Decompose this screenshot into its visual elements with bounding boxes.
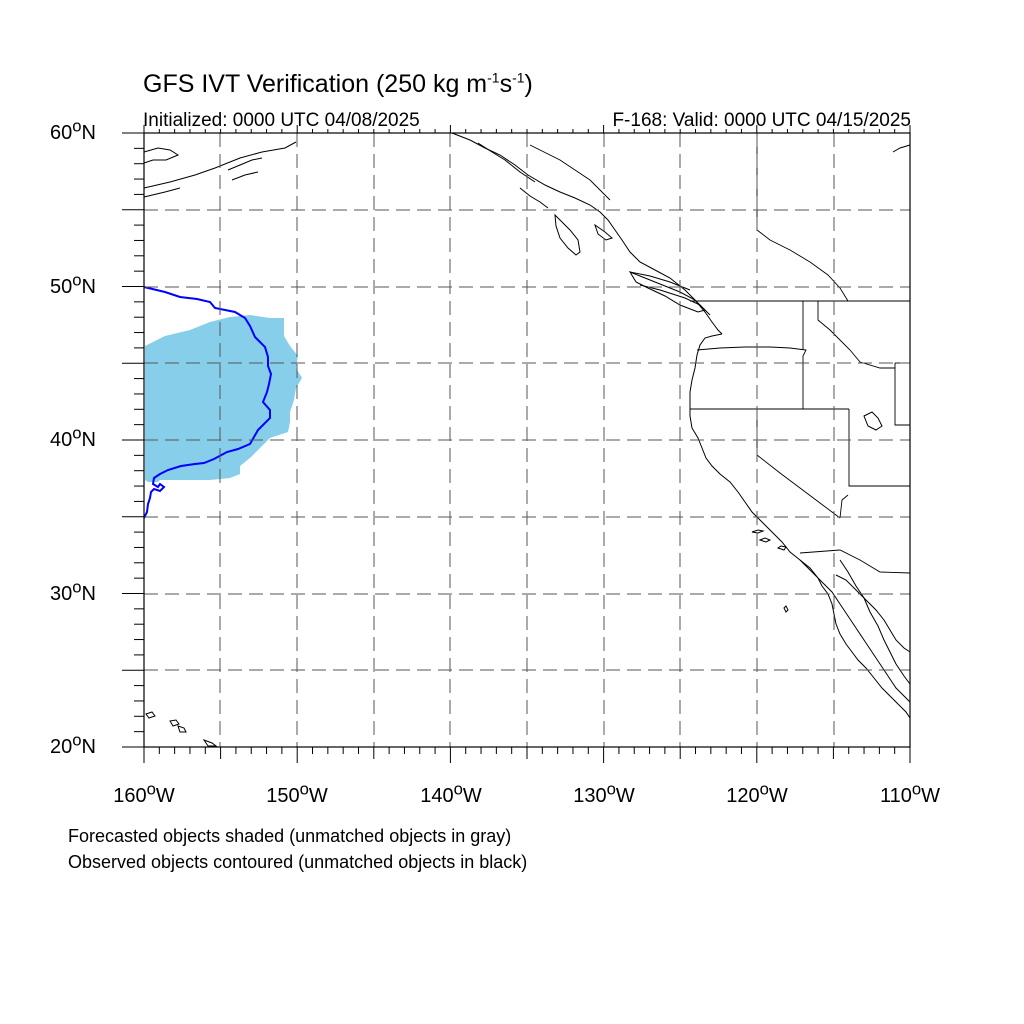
axis-ticks <box>122 125 911 763</box>
observed-object-contour <box>143 286 273 519</box>
political-boundaries <box>529 133 911 574</box>
lon-label-110w: 110oW <box>879 779 941 807</box>
forecast-object-shade <box>145 315 302 482</box>
title-suffix: ) <box>524 70 533 98</box>
coastlines <box>143 132 911 747</box>
lon-label-130w: 130oW <box>573 779 635 807</box>
footnote-forecast: Forecasted objects shaded (unmatched obj… <box>68 826 512 846</box>
lon-label-140w: 140oW <box>420 779 482 807</box>
lon-label-160w: 160oW <box>113 779 175 807</box>
footnote-observed: Observed objects contoured (unmatched ob… <box>68 852 528 872</box>
title-sup-2: -1 <box>512 69 525 86</box>
lat-label-20: 20oN <box>50 730 96 758</box>
title-mid: s <box>499 70 513 98</box>
lon-label-150w: 150oW <box>266 779 328 807</box>
lon-label-120w: 120oW <box>726 779 788 807</box>
lat-label-30: 30oN <box>50 577 96 605</box>
lat-label-40: 40oN <box>50 423 96 451</box>
title-sup-1: -1 <box>487 69 500 86</box>
graticule <box>144 133 910 747</box>
init-time-label: Initialized: 0000 UTC 04/08/2025 <box>143 110 420 131</box>
lat-label-60: 60oN <box>50 116 96 144</box>
lat-label-50: 50oN <box>50 270 96 298</box>
title-prefix: GFS IVT Verification (250 kg m <box>143 70 488 98</box>
map-title: GFS IVT Verification (250 kg m-1s-1) <box>143 70 533 99</box>
valid-time-label: F-168: Valid: 0000 UTC 04/15/2025 <box>612 110 911 131</box>
